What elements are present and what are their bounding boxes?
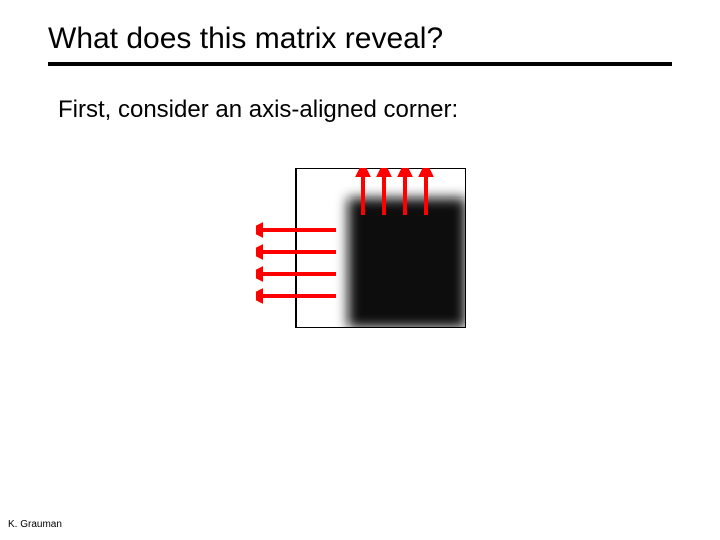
subtitle: First, consider an axis-aligned corner: xyxy=(58,96,458,124)
dark-corner-region xyxy=(348,198,466,328)
corner-svg xyxy=(256,168,466,328)
page-title: What does this matrix reveal? xyxy=(48,22,672,56)
title-rule xyxy=(48,62,672,66)
subtitle-block: First, consider an axis-aligned corner: xyxy=(58,96,458,124)
title-block: What does this matrix reveal? xyxy=(48,22,672,66)
credit: K. Grauman xyxy=(8,519,62,530)
corner-figure xyxy=(256,168,466,328)
slide: What does this matrix reveal? First, con… xyxy=(0,0,720,540)
